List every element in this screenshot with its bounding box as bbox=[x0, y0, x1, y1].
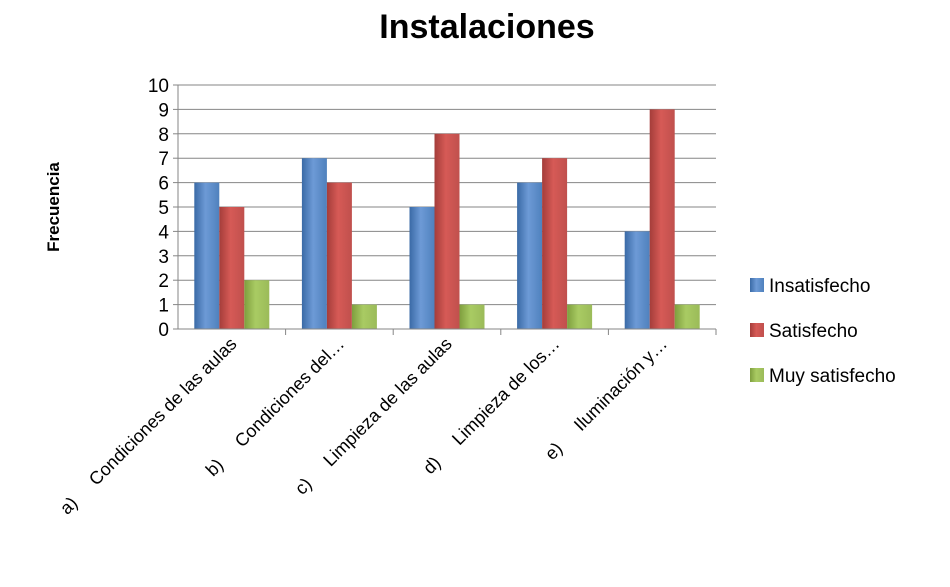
bar-insatisfecho bbox=[409, 207, 435, 329]
legend-swatch bbox=[750, 278, 764, 292]
bars bbox=[194, 109, 700, 330]
chart-title: Instalaciones bbox=[379, 8, 594, 46]
legend-label: Satisfecho bbox=[769, 321, 858, 342]
legend-swatch bbox=[750, 368, 764, 382]
y-tick-label: 0 bbox=[158, 320, 169, 341]
y-tick-label: 6 bbox=[158, 174, 169, 195]
legend-label: Insatisfecho bbox=[769, 276, 870, 297]
y-tick-label: 8 bbox=[158, 125, 169, 146]
category-label: e) Iluminación y… bbox=[541, 334, 671, 464]
bar-muy-satisfecho bbox=[674, 304, 700, 329]
y-tick-label: 3 bbox=[158, 247, 169, 268]
y-tick-label: 5 bbox=[158, 198, 169, 219]
y-tick-label: 2 bbox=[158, 271, 169, 292]
bar-muy-satisfecho bbox=[459, 304, 485, 329]
bar-insatisfecho bbox=[624, 231, 650, 329]
bar-muy-satisfecho bbox=[244, 280, 270, 329]
y-tick-label: 9 bbox=[158, 100, 169, 121]
bar-satisfecho bbox=[219, 207, 245, 329]
bar-muy-satisfecho bbox=[567, 304, 593, 329]
y-tick-label: 4 bbox=[158, 222, 169, 243]
y-tick-label: 7 bbox=[158, 149, 169, 170]
bar-insatisfecho bbox=[517, 182, 543, 329]
bar-satisfecho bbox=[649, 109, 675, 330]
y-tick-label: 10 bbox=[148, 76, 169, 97]
bar-insatisfecho bbox=[301, 158, 327, 329]
bar-satisfecho bbox=[542, 158, 568, 329]
category-label: a) Condiciones de las aulas bbox=[56, 334, 241, 519]
bar-satisfecho bbox=[434, 133, 460, 329]
bar-muy-satisfecho bbox=[351, 304, 377, 329]
y-axis-label: Frecuencia bbox=[44, 162, 63, 252]
legend-swatch bbox=[750, 323, 764, 337]
y-tick-labels: 0 1 2 3 4 5 6 7 8 9 10 bbox=[148, 76, 170, 341]
legend: Insatisfecho Satisfecho Muy satisfecho bbox=[750, 276, 896, 387]
bar-insatisfecho bbox=[194, 182, 220, 329]
legend-label: Muy satisfecho bbox=[769, 366, 896, 387]
bar-satisfecho bbox=[326, 182, 352, 329]
axes bbox=[177, 85, 717, 335]
y-tick-label: 1 bbox=[158, 296, 169, 317]
